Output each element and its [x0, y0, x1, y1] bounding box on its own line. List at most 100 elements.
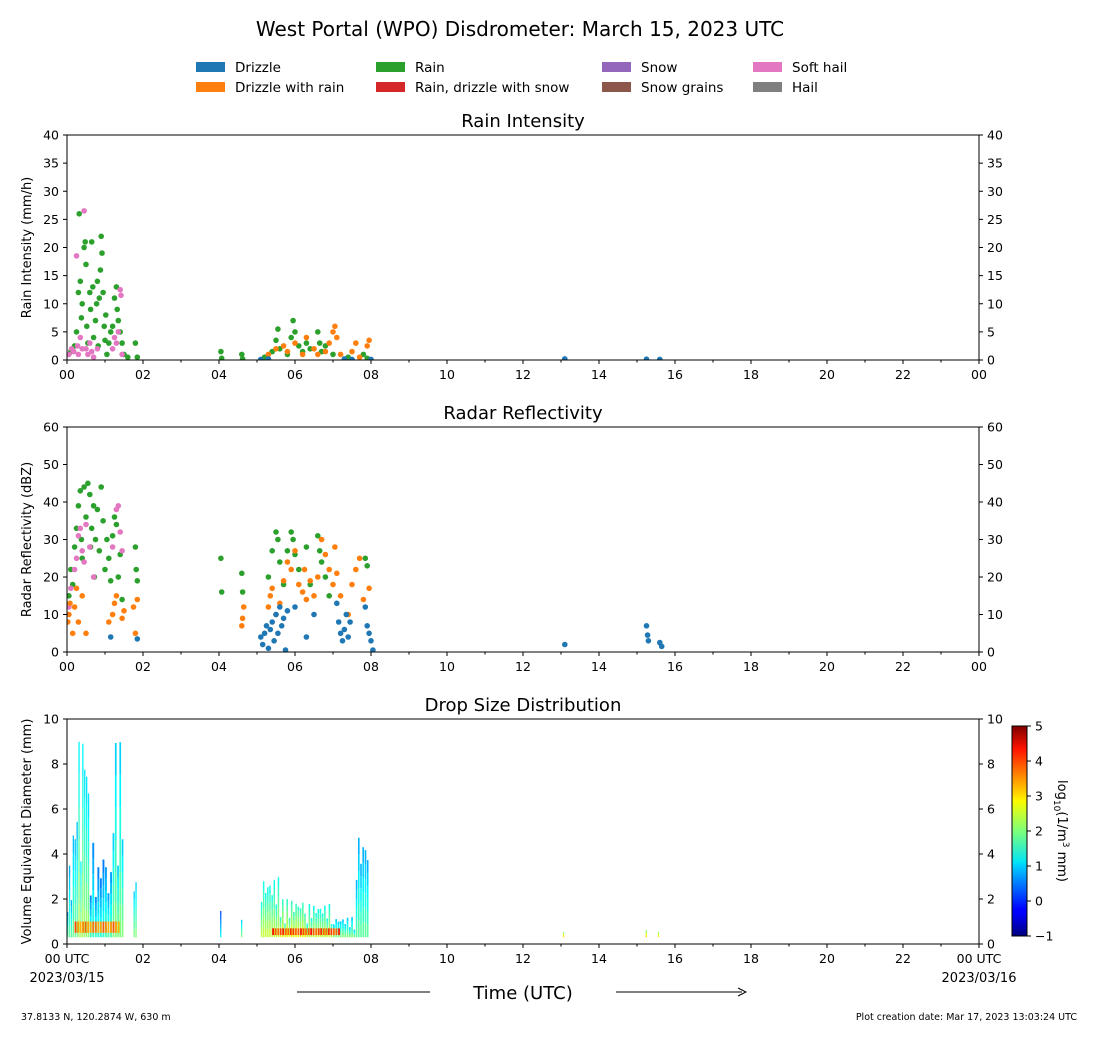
data-point	[269, 548, 276, 554]
x-tick-label: 18	[743, 659, 759, 674]
x-tick-label: 06	[287, 367, 303, 382]
y-tick-label-right: 8	[987, 757, 995, 772]
x-tick-label: 12	[515, 951, 531, 966]
data-point	[84, 323, 90, 330]
dsd-cell	[362, 907, 364, 923]
data-point	[343, 611, 350, 618]
dsd-cell	[358, 854, 360, 871]
dsd-cell	[353, 931, 356, 933]
x-tick-label: 12	[515, 367, 531, 382]
colorbar-tick-label: 2	[1035, 824, 1043, 839]
time-arrow-head	[737, 987, 748, 997]
x-axis-label: Time (UTC)	[472, 983, 573, 1004]
x-tick-label: 20	[819, 659, 835, 674]
dsd-cell	[358, 870, 360, 888]
dsd-cell	[74, 904, 76, 921]
dsd-cell	[135, 891, 137, 901]
dsd-cell	[358, 837, 360, 855]
data-point	[288, 334, 295, 341]
legend-swatch	[196, 81, 225, 92]
dsd-cell	[366, 885, 369, 899]
dsd-cell	[302, 902, 304, 909]
data-point	[87, 289, 93, 296]
y-tick-label-right: 2	[987, 892, 995, 907]
dsd-cell	[110, 904, 112, 916]
y-tick-label-right: 20	[987, 240, 1003, 255]
dsd-cell	[286, 924, 288, 931]
dsd-cell	[67, 916, 69, 921]
data-point	[102, 566, 108, 573]
colorbar-tick-label: −1	[1035, 929, 1053, 944]
dsd-cell	[68, 913, 71, 926]
dsd-cell	[107, 893, 110, 901]
data-point	[90, 334, 97, 341]
data-point	[88, 525, 95, 532]
footer-creation-date: Plot creation date: Mar 17, 2023 13:03:2…	[856, 1012, 1078, 1023]
x-tick-label: 04	[211, 951, 227, 966]
dsd-cell	[282, 899, 284, 906]
dsd-cell	[80, 911, 82, 925]
x-tick-label: 22	[895, 951, 911, 966]
data-point	[101, 323, 107, 330]
dsd-cell	[346, 917, 349, 921]
dsd-cell	[353, 933, 356, 935]
dsd-cell	[87, 793, 90, 818]
figure-title: West Portal (WPO) Disdrometer: March 15,…	[256, 17, 784, 41]
dsd-cell	[302, 920, 304, 926]
dsd-cell	[114, 872, 117, 905]
dsd-cell	[67, 912, 69, 917]
data-point	[130, 604, 137, 610]
data-point	[337, 351, 344, 358]
data-point	[277, 604, 283, 610]
dsd-cell	[72, 835, 74, 853]
dsd-cell	[353, 936, 356, 938]
dsd-cell	[322, 928, 325, 936]
dsd-cell	[87, 921, 90, 933]
dsd-cell	[241, 928, 243, 932]
dsd-cell	[297, 911, 300, 917]
dsd-cell	[306, 932, 308, 935]
dsd-cell	[74, 839, 76, 856]
data-point	[87, 491, 93, 498]
data-point	[96, 295, 103, 301]
dsd-cell	[360, 876, 362, 889]
legend-swatch	[602, 61, 631, 72]
dsd-cell	[86, 910, 88, 938]
dsd-cell	[335, 928, 338, 936]
dsd-cell	[315, 925, 317, 930]
panel-title: Radar Reflectivity	[443, 403, 603, 424]
data-point	[81, 244, 87, 251]
data-point	[316, 548, 323, 554]
legend-label: Snow	[641, 60, 678, 76]
dsd-cell	[121, 855, 124, 872]
dsd-cell	[304, 913, 306, 918]
panel-scatter: Radar Reflectivity Radar Reflectivity (dB…	[20, 403, 1003, 674]
dsd-cell	[84, 921, 87, 933]
dsd-cell	[286, 905, 288, 912]
dsd-cell	[135, 900, 137, 910]
data-point	[88, 348, 95, 355]
data-point	[115, 574, 122, 580]
dsd-cell	[76, 860, 78, 880]
dsd-cell	[333, 928, 335, 936]
dsd-cell	[349, 933, 351, 936]
data-point	[273, 346, 279, 352]
dsd-cell	[94, 921, 97, 933]
dsd-cell	[328, 915, 331, 921]
data-point	[77, 334, 84, 341]
dsd-cell	[339, 934, 342, 938]
dsd-cell	[82, 905, 84, 938]
data-point	[318, 559, 325, 565]
data-point	[218, 355, 225, 360]
dsd-cell	[92, 842, 95, 859]
data-point	[271, 638, 277, 644]
dsd-cell	[279, 933, 282, 938]
dsd-cell	[271, 923, 273, 931]
dsd-cell	[364, 879, 367, 894]
dsd-cell	[135, 928, 137, 938]
data-point	[73, 253, 80, 259]
data-point	[292, 340, 298, 346]
dsd-cell	[133, 929, 135, 938]
y-tick-label: 20	[43, 240, 59, 255]
data-point	[87, 340, 93, 346]
